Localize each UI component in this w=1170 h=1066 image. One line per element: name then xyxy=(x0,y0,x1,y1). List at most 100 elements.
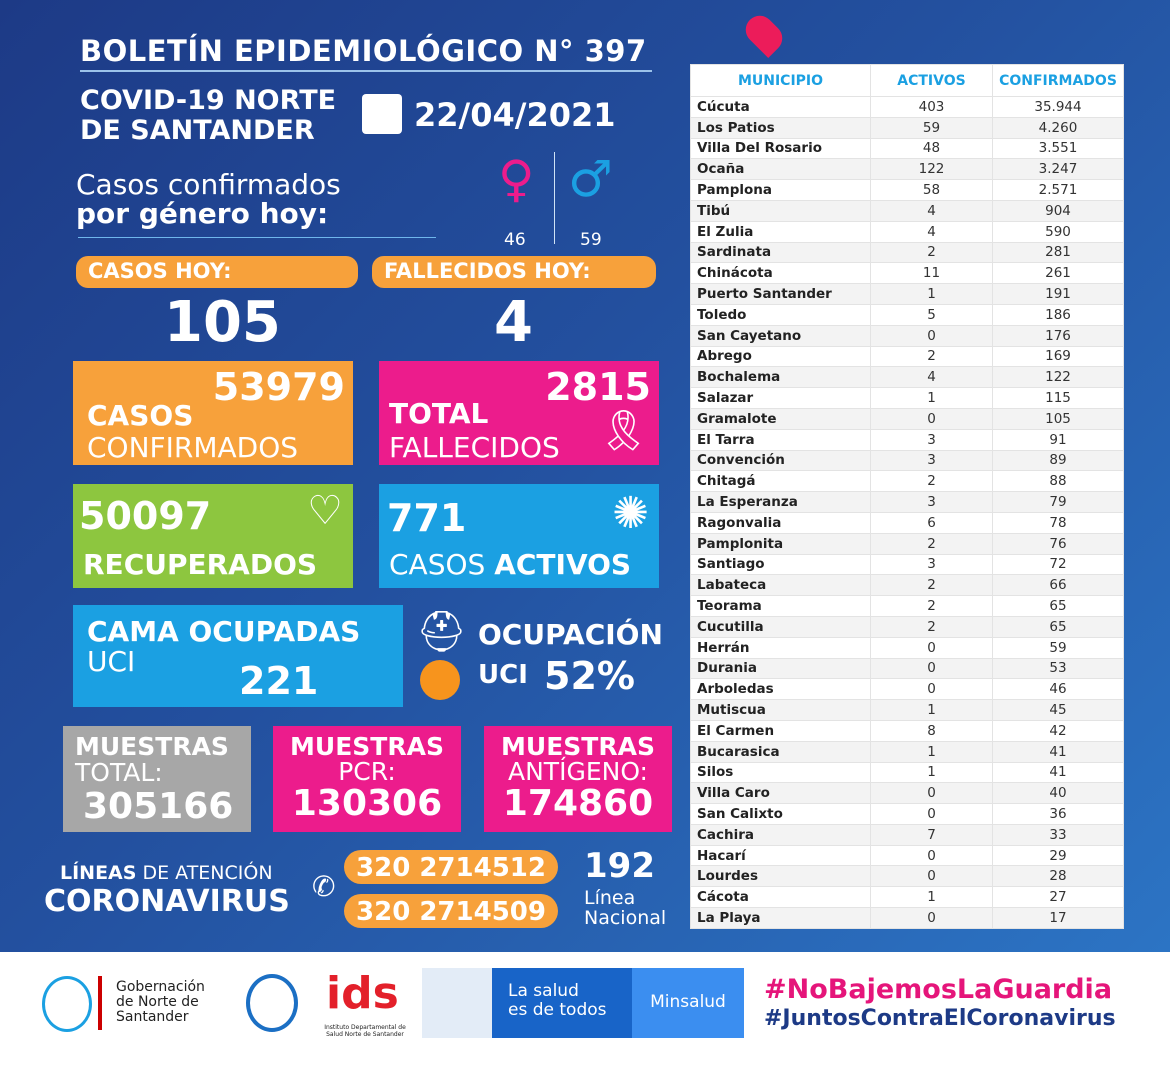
confirmed-count: 105 xyxy=(992,407,1124,430)
confirmed-card: 53979 CASOS CONFIRMADOS xyxy=(73,361,353,465)
municipality-name: La Esperanza xyxy=(690,491,871,513)
active-count: 0 xyxy=(870,803,993,825)
lines-label: LÍNEAS DE ATENCIÓN xyxy=(60,862,273,884)
active-count: 0 xyxy=(870,844,993,867)
gender-label: Casos confirmados por género hoy: xyxy=(76,168,341,230)
confirmed-count: 3.551 xyxy=(992,137,1124,160)
table-row: Los Patios 59 4.260 xyxy=(690,116,1124,139)
table-row: San Cayetano 0 176 xyxy=(690,324,1124,347)
confirmed-count: 40 xyxy=(992,782,1124,805)
confirmed-count: 65 xyxy=(992,595,1124,617)
national-line-number[interactable]: 192 xyxy=(584,846,655,886)
active-count: 3 xyxy=(870,491,993,513)
active-count: 1 xyxy=(870,886,993,909)
female-count: 46 xyxy=(504,230,526,250)
table-row: Cácota 1 27 xyxy=(690,886,1124,909)
bulletin-date: 22/04/2021 xyxy=(414,96,616,134)
confirmed-count: 27 xyxy=(992,886,1124,909)
confirmed-count: 91 xyxy=(992,428,1124,451)
male-icon: ♂ xyxy=(568,150,613,208)
municipality-name: Toledo xyxy=(690,303,871,326)
municipality-name: Bochalema xyxy=(690,366,871,389)
municipality-name: Salazar xyxy=(690,387,871,409)
confirmed-count: 2.571 xyxy=(992,179,1124,201)
active-count: 1 xyxy=(870,761,993,784)
confirmed-count: 122 xyxy=(992,366,1124,389)
confirmed-count: 41 xyxy=(992,740,1124,763)
table-row: Mutiscua 1 45 xyxy=(690,699,1124,721)
confirmed-count: 4.260 xyxy=(992,116,1124,139)
table-row: La Esperanza 3 79 xyxy=(690,491,1124,513)
confirmed-count: 41 xyxy=(992,761,1124,784)
active-count: 2 xyxy=(870,241,993,264)
municipality-name: El Carmen xyxy=(690,719,871,742)
cases-today-value: 105 xyxy=(164,290,281,355)
region-title: COVID-19 NORTE DE SANTANDER xyxy=(80,85,337,146)
municipality-name: La Playa xyxy=(690,907,871,929)
table-row: Gramalote 0 105 xyxy=(690,407,1124,430)
table-row: Cucutilla 2 65 xyxy=(690,615,1124,638)
active-count: 2 xyxy=(870,470,993,493)
municipality-name: Pamplona xyxy=(690,179,871,201)
table-row: Villa Caro 0 40 xyxy=(690,782,1124,805)
municipality-name: Chitagá xyxy=(690,470,871,493)
ids-logo: ids xyxy=(326,968,399,1019)
active-count: 0 xyxy=(870,865,993,888)
municipality-name: Durania xyxy=(690,657,871,680)
phone-1[interactable]: 320 2714512 xyxy=(344,850,558,884)
samples-total-card: MUESTRAS TOTAL: 305166 xyxy=(63,726,251,832)
confirmed-count: 169 xyxy=(992,345,1124,368)
icu-beds-card: CAMA OCUPADAS UCI 221 xyxy=(73,605,403,707)
gobernacion-seal-logo xyxy=(42,976,92,1032)
ribbon-icon: 🎗 xyxy=(598,408,649,454)
table-row: El Carmen 8 42 xyxy=(690,719,1124,742)
confirmed-count: 186 xyxy=(992,303,1124,326)
active-count: 58 xyxy=(870,179,993,201)
confirmed-count: 65 xyxy=(992,615,1124,638)
deaths-today-value: 4 xyxy=(494,290,533,355)
active-count: 0 xyxy=(870,907,993,929)
virus-icon: ✺ xyxy=(612,488,649,539)
arrow-icon xyxy=(78,237,436,238)
table-row: Salazar 1 115 xyxy=(690,387,1124,409)
municipality-name: San Calixto xyxy=(690,803,871,825)
active-cases-card: 771 CASOS ACTIVOS ✺ xyxy=(379,484,659,588)
confirmed-count: 29 xyxy=(992,844,1124,867)
samples-pcr-card: MUESTRAS PCR: 130306 xyxy=(273,726,461,832)
table-row: San Calixto 0 36 xyxy=(690,803,1124,825)
samples-antigen-card: MUESTRAS ANTÍGENO: 174860 xyxy=(484,726,672,832)
active-count: 3 xyxy=(870,553,993,576)
table-row: Ragonvalia 6 78 xyxy=(690,511,1124,534)
active-count: 1 xyxy=(870,740,993,763)
hashtag-primary: #NoBajemosLaGuardia xyxy=(764,974,1113,1005)
phone-2[interactable]: 320 2714509 xyxy=(344,894,558,928)
recovered-card: 50097 RECUPERADOS ♡ xyxy=(73,484,353,588)
municipality-name: Herrán xyxy=(690,636,871,659)
confirmed-count: 46 xyxy=(992,678,1124,701)
active-count: 0 xyxy=(870,636,993,659)
la-salud-logo: La salud es de todos xyxy=(492,968,632,1038)
active-count: 1 xyxy=(870,699,993,721)
active-count: 0 xyxy=(870,407,993,430)
active-count: 2 xyxy=(870,595,993,617)
municipality-name: Sardinata xyxy=(690,241,871,264)
municipality-name: Chinácota xyxy=(690,262,871,285)
confirmed-count: 35.944 xyxy=(992,96,1124,118)
active-count: 2 xyxy=(870,615,993,638)
active-count: 3 xyxy=(870,428,993,451)
municipality-name: Abrego xyxy=(690,345,871,368)
divider xyxy=(554,152,555,244)
municipality-name: Villa Caro xyxy=(690,782,871,805)
municipality-name: El Zulia xyxy=(690,220,871,243)
municipality-name: Santiago xyxy=(690,553,871,576)
confirmed-count: 904 xyxy=(992,199,1124,222)
municipality-name: Cácota xyxy=(690,886,871,909)
hashtag-secondary: #JuntosContraElCoronavirus xyxy=(764,1006,1116,1031)
confirmed-count: 78 xyxy=(992,511,1124,534)
active-count: 0 xyxy=(870,324,993,347)
table-row: Cachira 7 33 xyxy=(690,823,1124,846)
active-count: 8 xyxy=(870,719,993,742)
confirmed-count: 42 xyxy=(992,719,1124,742)
table-row: Santiago 3 72 xyxy=(690,553,1124,576)
confirmed-count: 79 xyxy=(992,491,1124,513)
